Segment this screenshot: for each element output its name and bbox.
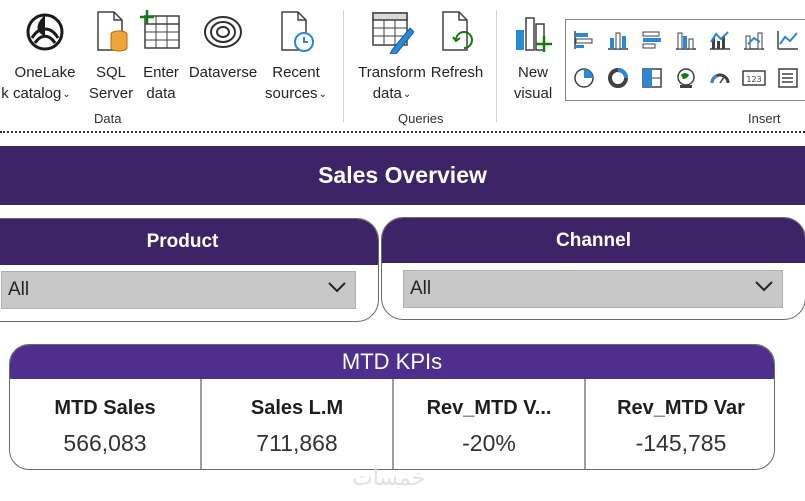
transform-data-label-2-wrap: data⌄ xyxy=(358,83,426,105)
card-icon[interactable]: 123 xyxy=(740,64,768,92)
pie-chart-icon[interactable] xyxy=(570,64,598,92)
dataverse-button[interactable]: Dataverse xyxy=(188,8,258,83)
transform-data-button[interactable]: Transform data⌄ xyxy=(358,8,426,105)
report-title-banner: Sales Overview xyxy=(0,146,805,205)
product-slicer: Product All xyxy=(0,218,379,322)
ribbon-chart-icon[interactable] xyxy=(740,26,768,54)
onelake-icon xyxy=(23,8,67,56)
chevron-down-icon xyxy=(327,280,347,299)
ribbon-bottom-divider xyxy=(0,131,805,133)
kpi-card-sales-lm[interactable]: Sales L.M 711,868 xyxy=(202,379,394,469)
clustered-bar-icon[interactable] xyxy=(638,26,666,54)
new-visual-button[interactable]: New visual xyxy=(504,8,562,104)
enter-data-label-1: Enter xyxy=(143,64,179,81)
svg-text:123: 123 xyxy=(746,75,761,84)
new-visual-label-1: New xyxy=(517,64,548,81)
sql-server-button[interactable]: SQL Server xyxy=(80,8,142,104)
chevron-down-icon: ⌄ xyxy=(62,89,71,100)
combo-chart-icon[interactable] xyxy=(706,26,734,54)
visual-gallery: 123 xyxy=(565,19,805,101)
kpi-card-mtd-sales[interactable]: MTD Sales 566,083 xyxy=(10,379,202,469)
channel-slicer-header: Channel xyxy=(382,218,805,263)
transform-data-label-1: Transform xyxy=(358,64,426,81)
stacked-column-icon[interactable] xyxy=(604,26,632,54)
queries-group-label: Queries xyxy=(398,111,444,126)
new-visual-icon xyxy=(511,8,555,56)
clustered-column-icon[interactable] xyxy=(672,26,700,54)
chevron-down-icon: ⌄ xyxy=(402,89,412,100)
kpi-card-value: 711,868 xyxy=(256,430,338,456)
report-title: Sales Overview xyxy=(318,162,487,188)
multi-row-card-icon[interactable] xyxy=(774,64,802,92)
group-divider xyxy=(496,10,497,122)
onelake-label-2-wrap: k catalog⌄ xyxy=(0,83,78,105)
enter-data-icon xyxy=(139,8,183,56)
kpi-panel-title: MTD KPIs xyxy=(341,349,443,374)
dataverse-label: Dataverse xyxy=(188,64,258,81)
dataverse-icon xyxy=(201,8,245,56)
transform-data-label-2: data xyxy=(372,85,402,102)
chevron-down-icon: ⌄ xyxy=(318,89,327,100)
product-slicer-header: Product xyxy=(0,219,378,265)
enter-data-label-2: data xyxy=(146,85,176,102)
sql-server-label-2: Server xyxy=(88,85,134,102)
refresh-button[interactable]: Refresh xyxy=(430,8,484,83)
onelake-catalog-button[interactable]: OneLake k catalog⌄ xyxy=(1,8,78,105)
gauge-icon[interactable] xyxy=(706,64,734,92)
new-visual-label-2: visual xyxy=(513,85,553,102)
kpi-card-value: 566,083 xyxy=(63,430,147,456)
transform-data-icon xyxy=(370,8,414,56)
chevron-down-icon xyxy=(754,279,774,298)
kpi-card-label: Rev_MTD V... xyxy=(426,397,552,419)
kpi-card-rev-mtd-var[interactable]: Rev_MTD Var -145,785 xyxy=(586,379,774,469)
sql-server-icon xyxy=(89,8,133,56)
kpi-card-label: Rev_MTD Var xyxy=(617,397,745,419)
recent-sources-label-2: sources xyxy=(265,85,318,102)
refresh-icon xyxy=(435,8,479,56)
kpi-card-value: -145,785 xyxy=(635,430,727,456)
map-icon[interactable] xyxy=(672,64,700,92)
kpi-card-rev-mtd-var-pct[interactable]: Rev_MTD V... -20% xyxy=(394,379,586,469)
treemap-icon[interactable] xyxy=(638,64,666,92)
refresh-label: Refresh xyxy=(430,64,484,81)
stacked-bar-icon[interactable] xyxy=(570,26,598,54)
kpi-panel-header: MTD KPIs xyxy=(10,345,774,379)
donut-chart-icon[interactable] xyxy=(604,64,632,92)
product-dropdown-value: All xyxy=(8,279,30,300)
watermark: خمسات xyxy=(352,466,426,491)
channel-dropdown[interactable]: All xyxy=(403,270,783,308)
channel-dropdown-value: All xyxy=(410,278,432,299)
recent-sources-button[interactable]: Recent sources⌄ xyxy=(262,8,330,105)
line-chart-icon[interactable] xyxy=(774,26,802,54)
data-group-label: Data xyxy=(94,111,122,126)
product-slicer-title: Product xyxy=(146,231,219,252)
onelake-label-2: k catalog xyxy=(1,85,62,102)
insert-group-label: Insert xyxy=(748,111,781,126)
kpi-card-value: -20% xyxy=(462,430,516,456)
kpi-card-label: Sales L.M xyxy=(250,397,344,419)
recent-sources-label-1: Recent xyxy=(272,64,320,81)
sql-server-label-1: SQL xyxy=(95,64,126,81)
onelake-label-1: OneLake xyxy=(14,64,76,81)
product-dropdown[interactable]: All xyxy=(1,271,356,309)
ribbon: OneLake k catalog⌄ SQL Server xyxy=(0,0,805,133)
recent-sources-label-2-wrap: sources⌄ xyxy=(262,83,330,105)
channel-slicer-title: Channel xyxy=(556,229,631,251)
enter-data-button[interactable]: Enter data xyxy=(130,8,192,104)
kpi-card-label: MTD Sales xyxy=(54,397,156,419)
channel-slicer: Channel All xyxy=(381,217,805,320)
recent-sources-icon xyxy=(274,8,318,56)
kpi-panel: MTD KPIs MTD Sales 566,083 Sales L.M 711… xyxy=(9,344,775,470)
group-divider xyxy=(343,10,344,122)
kpi-cards: MTD Sales 566,083 Sales L.M 711,868 Rev_… xyxy=(10,379,774,469)
